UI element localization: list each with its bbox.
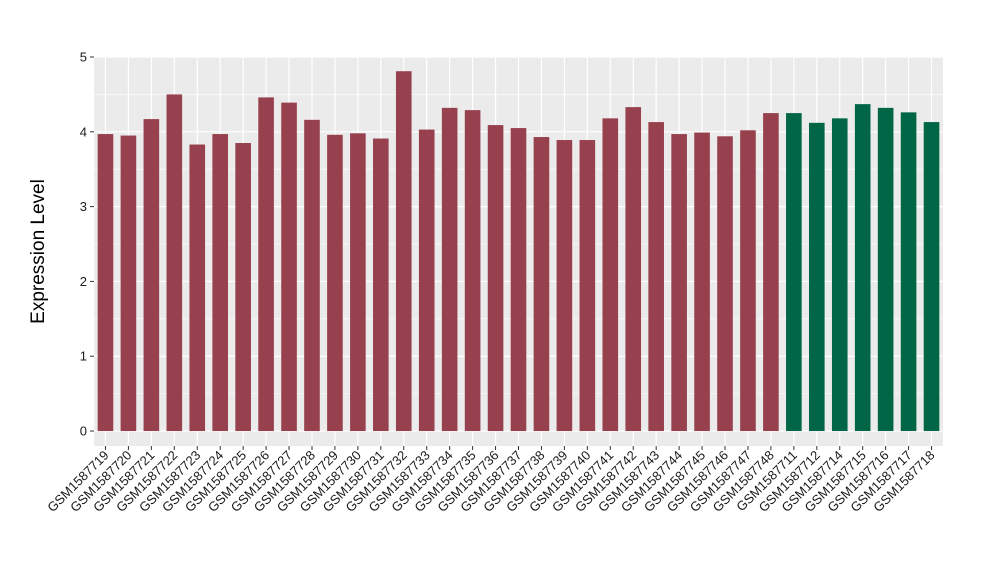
bar-GSM1587738 xyxy=(533,137,550,432)
bar-GSM1587730 xyxy=(350,133,366,432)
x-axis: GSM1587719GSM1587720GSM1587721GSM1587722… xyxy=(44,446,938,515)
bar-GSM1587742 xyxy=(625,107,642,432)
bar-GSM1587739 xyxy=(556,140,573,432)
y-tick-label: 0 xyxy=(80,424,87,439)
bar-GSM1587735 xyxy=(464,110,481,432)
bar-GSM1587736 xyxy=(487,125,504,432)
y-tick-label: 5 xyxy=(80,50,87,65)
bar-GSM1587746 xyxy=(717,136,733,432)
bar-GSM1587718 xyxy=(923,122,940,432)
bar-GSM1587734 xyxy=(441,107,458,432)
bar-GSM1587726 xyxy=(258,97,274,432)
bar-GSM1587724 xyxy=(212,134,229,432)
bar-GSM1587722 xyxy=(166,94,183,432)
y-tick-label: 2 xyxy=(80,274,87,289)
bar-GSM1587743 xyxy=(648,122,664,432)
bar-GSM1587727 xyxy=(281,102,297,432)
y-tick-label: 1 xyxy=(80,349,87,364)
bar-GSM1587716 xyxy=(877,107,894,432)
bar-GSM1587731 xyxy=(373,138,389,432)
bar-GSM1587712 xyxy=(808,122,825,432)
bar-GSM1587741 xyxy=(602,118,619,432)
y-axis-title: Expression Level xyxy=(28,179,49,324)
bar-GSM1587711 xyxy=(786,113,802,432)
y-tick-label: 4 xyxy=(80,124,87,139)
bar-GSM1587715 xyxy=(854,104,871,432)
bar-GSM1587745 xyxy=(694,132,710,432)
bars xyxy=(97,71,940,432)
bar-GSM1587728 xyxy=(304,119,320,432)
bar-GSM1587721 xyxy=(143,119,160,432)
bar-GSM1587744 xyxy=(671,134,687,432)
bar-GSM1587725 xyxy=(235,143,251,432)
bar-GSM1587747 xyxy=(740,130,756,432)
bar-GSM1587717 xyxy=(900,112,917,432)
bar-GSM1587748 xyxy=(763,113,779,432)
bar-GSM1587740 xyxy=(579,140,596,432)
bar-GSM1587733 xyxy=(418,129,435,432)
bar-GSM1587719 xyxy=(97,134,114,432)
bar-GSM1587729 xyxy=(327,134,343,432)
bar-GSM1587723 xyxy=(189,144,206,432)
bar-GSM1587714 xyxy=(831,118,848,432)
y-axis: 0 1 2 3 4 5 xyxy=(80,50,94,439)
bar-GSM1587720 xyxy=(120,135,137,432)
bar-GSM1587732 xyxy=(395,71,412,432)
y-tick-label: 3 xyxy=(80,199,87,214)
bar-GSM1587737 xyxy=(510,128,527,432)
